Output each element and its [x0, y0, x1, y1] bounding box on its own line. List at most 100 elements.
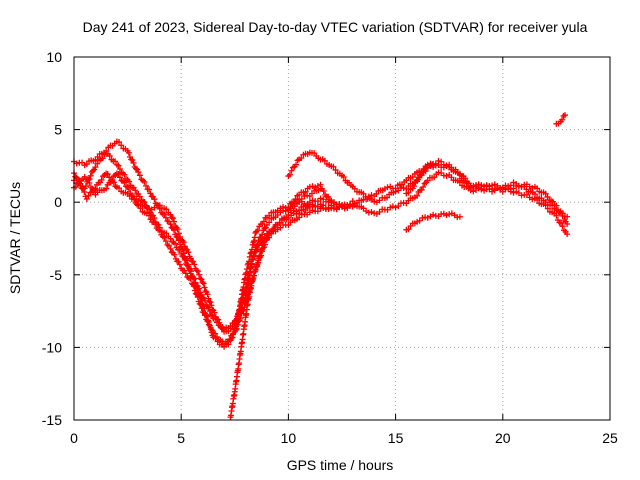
plus-marker	[251, 234, 258, 241]
plus-marker	[360, 190, 367, 197]
plus-marker	[387, 204, 394, 211]
plus-marker	[185, 249, 192, 256]
plus-marker	[213, 316, 220, 323]
plus-marker	[125, 149, 132, 156]
plus-marker	[197, 301, 204, 308]
plus-marker	[151, 215, 158, 222]
plus-marker	[243, 280, 250, 287]
plus-marker	[261, 238, 268, 245]
plus-marker	[389, 203, 396, 210]
plus-marker	[432, 160, 439, 167]
y-tick-label: 0	[54, 194, 62, 210]
plus-marker	[236, 306, 243, 313]
plus-marker	[206, 322, 213, 329]
y-tick-label: -10	[42, 339, 62, 355]
plus-marker	[196, 285, 203, 292]
plus-marker	[298, 196, 305, 203]
plus-marker	[235, 309, 242, 316]
y-tick-labels: -15 -10 -5 0 5 10	[42, 49, 62, 428]
plus-marker	[529, 196, 536, 203]
plus-marker	[440, 161, 447, 168]
plus-marker	[443, 162, 450, 169]
plus-marker	[288, 167, 295, 174]
y-tick-label: 5	[54, 122, 62, 138]
plus-marker	[104, 171, 111, 178]
series-track-9	[403, 161, 436, 197]
plus-marker	[418, 171, 425, 178]
plus-marker	[510, 189, 517, 196]
plus-marker	[176, 246, 183, 253]
plus-marker	[208, 302, 215, 309]
plus-marker	[136, 172, 143, 179]
plus-marker	[146, 186, 153, 193]
plus-marker	[544, 193, 551, 200]
y-tick-label: -5	[50, 267, 63, 283]
plus-marker	[177, 233, 184, 240]
plus-marker	[302, 188, 309, 195]
plus-marker	[181, 256, 188, 263]
plus-marker	[180, 239, 187, 246]
plus-marker	[489, 188, 496, 195]
plus-marker	[309, 201, 316, 208]
plus-marker	[309, 183, 316, 190]
plus-marker	[384, 194, 391, 201]
plus-marker	[132, 165, 139, 172]
plus-marker	[207, 326, 214, 333]
plus-marker	[448, 164, 455, 171]
plus-marker	[266, 212, 273, 219]
plus-marker	[564, 231, 571, 238]
plus-marker	[564, 220, 571, 227]
plus-marker	[285, 222, 292, 229]
plus-marker	[542, 190, 549, 197]
plus-marker	[151, 196, 158, 203]
plus-marker	[411, 183, 418, 190]
plus-marker	[256, 253, 263, 260]
plus-marker	[254, 260, 261, 267]
plot-frame	[73, 56, 611, 421]
plus-marker	[250, 239, 257, 246]
plus-marker	[347, 201, 354, 208]
plus-marker	[98, 176, 105, 183]
plus-marker	[241, 289, 248, 296]
plus-marker	[184, 262, 191, 269]
plus-marker	[86, 179, 93, 186]
plus-marker	[168, 214, 175, 221]
plus-marker	[414, 192, 421, 199]
plus-marker	[239, 298, 246, 305]
plus-marker	[557, 209, 564, 216]
plus-marker	[171, 251, 178, 258]
plus-marker	[116, 185, 123, 192]
plus-marker	[181, 243, 188, 250]
plus-marker	[147, 209, 154, 216]
plus-marker	[110, 179, 117, 186]
plus-marker	[175, 230, 182, 237]
plus-marker	[192, 290, 199, 297]
plus-marker	[251, 238, 258, 245]
plus-marker	[246, 272, 253, 279]
plus-marker	[202, 312, 209, 319]
plus-marker	[322, 205, 329, 212]
plus-marker	[162, 214, 169, 221]
plus-marker	[254, 241, 261, 248]
plus-marker	[156, 227, 163, 234]
plus-marker	[276, 220, 283, 227]
x-tick-labels: 0 5 10 15 20 25	[70, 430, 618, 446]
plus-marker	[136, 193, 143, 200]
plus-marker	[251, 252, 258, 259]
plus-marker	[534, 197, 541, 204]
plus-marker	[218, 325, 225, 332]
plus-marker	[233, 317, 240, 324]
plus-marker	[287, 205, 294, 212]
plus-marker	[373, 190, 380, 197]
plus-marker	[132, 187, 139, 194]
plus-marker	[438, 158, 445, 165]
plus-marker	[254, 227, 261, 234]
plus-marker	[559, 116, 566, 123]
plus-marker	[161, 234, 168, 241]
plus-marker	[202, 288, 209, 295]
plus-marker	[199, 279, 206, 286]
plus-marker	[252, 266, 259, 273]
plus-marker	[135, 169, 142, 176]
plus-marker	[446, 211, 453, 218]
plus-marker	[564, 213, 571, 220]
